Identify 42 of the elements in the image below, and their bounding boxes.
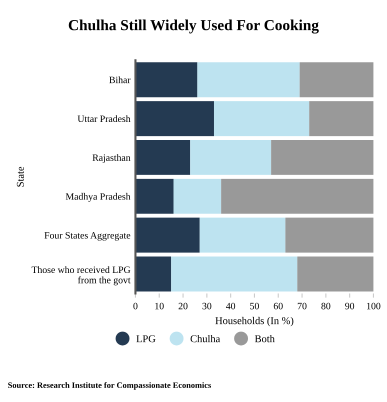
- bar: [135, 178, 174, 214]
- bar: [197, 62, 300, 98]
- legend-label: LPG: [136, 335, 156, 342]
- y-tick-label: Four States Aggregate: [44, 232, 130, 241]
- legend-label: Chulha: [190, 334, 220, 342]
- bar: [271, 140, 374, 175]
- x-tick-label: 80: [321, 302, 330, 310]
- source-note: Source: Research Institute for Compassionate Economics: [8, 382, 212, 390]
- bar: [214, 101, 310, 136]
- y-tick-label: Bihar: [109, 76, 131, 84]
- x-tick-label: 50: [250, 302, 259, 310]
- bar: [135, 256, 172, 292]
- bar: [135, 218, 200, 253]
- bar: [190, 140, 272, 175]
- bar: [171, 256, 298, 292]
- x-tick-label: 20: [178, 302, 188, 310]
- x-tick-label: 60: [274, 302, 283, 310]
- x-tick-label: 0: [133, 302, 138, 310]
- bar: [300, 62, 374, 98]
- bar: [135, 101, 214, 136]
- x-tick-label: 90: [345, 302, 354, 310]
- y-tick-label: Those who received LPG from the govt: [32, 266, 131, 286]
- x-tick-label: 10: [155, 302, 164, 310]
- x-tick-label: 70: [298, 302, 307, 310]
- bar: [285, 218, 374, 253]
- x-axis-title: Households (In %): [215, 316, 294, 326]
- x-tick-label: 100: [367, 302, 380, 310]
- y-tick-label: Madhya Pradesh: [66, 192, 130, 202]
- chart-title: Chulha Still Widely Used For Cooking: [68, 20, 319, 34]
- y-tick-label: Rajasthan: [92, 154, 130, 163]
- bar: [135, 62, 198, 98]
- y-tick-label: Uttar Pradesh: [78, 115, 130, 122]
- y-axis-title: State: [16, 166, 24, 187]
- bar: [200, 218, 286, 253]
- legend-label: Both: [254, 334, 275, 342]
- bar: [297, 256, 374, 292]
- x-tick-label: 30: [202, 302, 212, 310]
- bar: [135, 140, 190, 175]
- bar: [174, 178, 222, 214]
- x-tick-label: 40: [226, 302, 236, 310]
- bar: [309, 101, 374, 136]
- bar: [221, 178, 374, 214]
